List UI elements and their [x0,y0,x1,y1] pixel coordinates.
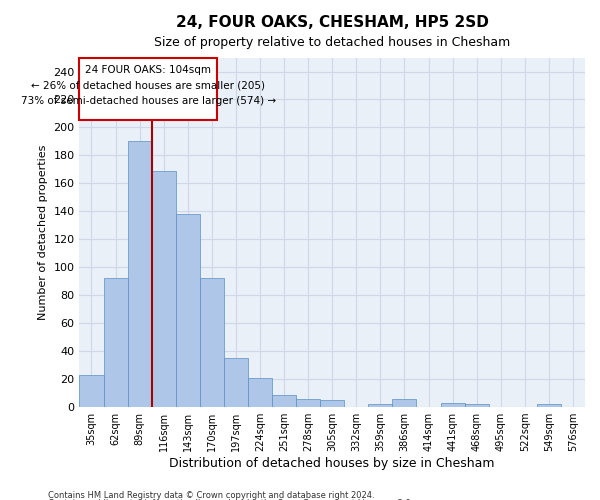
Text: Contains HM Land Registry data © Crown copyright and database right 2024.: Contains HM Land Registry data © Crown c… [48,490,374,500]
Text: Size of property relative to detached houses in Chesham: Size of property relative to detached ho… [154,36,511,49]
Text: Contains public sector information licensed under the Open Government Licence v3: Contains public sector information licen… [48,499,413,500]
Bar [368,404,392,407]
FancyBboxPatch shape [79,58,217,120]
Text: 24 FOUR OAKS: 104sqm: 24 FOUR OAKS: 104sqm [85,65,211,75]
Bar [464,404,489,407]
Bar [320,400,344,407]
Title: 24, FOUR OAKS, CHESHAM, HP5 2SD: 24, FOUR OAKS, CHESHAM, HP5 2SD [176,15,488,30]
Bar [440,403,464,407]
Bar [248,378,272,407]
Bar [224,358,248,407]
Text: ← 26% of detached houses are smaller (205): ← 26% of detached houses are smaller (20… [31,80,265,90]
Bar [296,398,320,407]
Bar [200,278,224,407]
Bar [176,214,200,407]
Y-axis label: Number of detached properties: Number of detached properties [38,144,48,320]
Bar [79,375,104,407]
Bar [392,398,416,407]
Bar [104,278,128,407]
Bar [128,142,152,407]
X-axis label: Distribution of detached houses by size in Chesham: Distribution of detached houses by size … [169,457,495,470]
Bar [152,171,176,407]
Text: 73% of semi-detached houses are larger (574) →: 73% of semi-detached houses are larger (… [20,96,275,106]
Bar [272,394,296,407]
Bar [537,404,561,407]
